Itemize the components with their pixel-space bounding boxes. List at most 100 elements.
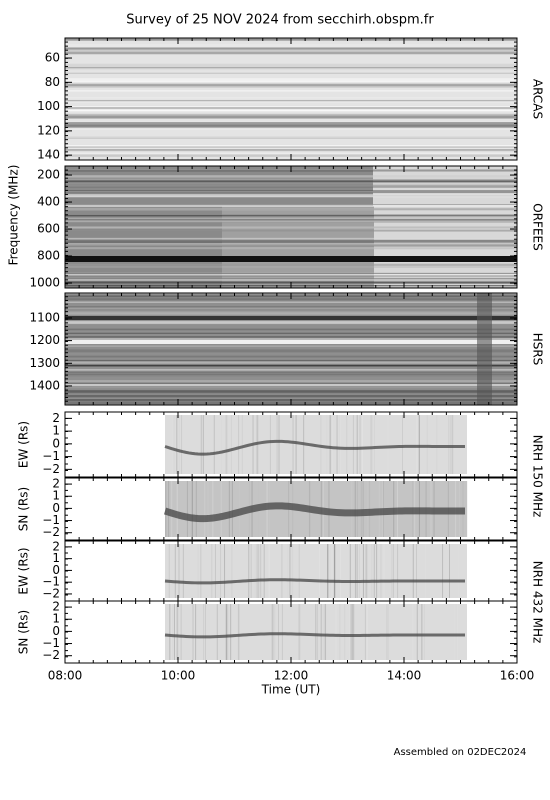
heliograph-streak <box>389 604 391 660</box>
heliograph-streak <box>356 415 358 474</box>
heliograph-streak <box>271 604 273 660</box>
heliograph-streak <box>168 544 170 598</box>
y-tick-label: 0 <box>52 436 60 450</box>
heliograph-streak <box>412 544 414 598</box>
y-tick-label: 0 <box>52 624 60 638</box>
heliograph-streak <box>299 604 301 660</box>
heliograph-streak <box>224 544 226 598</box>
heliograph-streak <box>197 544 199 598</box>
y-tick-label: −1 <box>42 636 60 650</box>
heliograph-streak <box>214 544 216 598</box>
spectrogram-stripe <box>65 359 517 361</box>
heliograph-streak <box>417 604 419 660</box>
heliograph-streak <box>172 604 174 660</box>
heliograph-streak <box>424 544 426 598</box>
heliograph-streak <box>416 415 418 474</box>
spectrogram-stripe <box>65 204 517 207</box>
spectrogram-stripe <box>65 148 517 152</box>
heliograph-streak <box>203 604 205 660</box>
panel-label: HSRS <box>531 333 545 366</box>
heliograph-streak <box>277 604 279 660</box>
heliograph-streak <box>364 604 366 660</box>
spectrogram-stripe <box>65 137 517 139</box>
footer: Assembled on 02DEC2024 <box>394 747 527 758</box>
y-tick-label: 800 <box>37 249 60 263</box>
x-tick-label: 12:00 <box>274 669 309 683</box>
x-axis-label: Time (UT) <box>261 683 321 697</box>
heliograph-streak <box>373 544 375 598</box>
y-tick-label: 400 <box>37 195 60 209</box>
heliograph-streak <box>352 415 354 474</box>
spectrogram-stripe <box>65 380 517 383</box>
heliograph-streak <box>292 544 294 598</box>
y-axis-label: SN (Rs) <box>17 610 31 654</box>
spectrogram-stripe <box>65 311 517 314</box>
heliograph-streak <box>390 544 392 598</box>
heliograph-streak <box>364 604 366 660</box>
panel-label: ORFEES <box>531 203 545 250</box>
heliograph-streak <box>455 604 457 660</box>
spectrogram-stripe <box>65 65 517 67</box>
spectrogram-stripe <box>65 237 517 239</box>
heliograph-streak <box>351 481 353 537</box>
heliograph-streak <box>289 544 291 598</box>
heliograph-streak <box>171 415 173 474</box>
y-tick-label: −2 <box>42 648 60 662</box>
heliograph-streak <box>392 544 394 598</box>
heliograph-streak <box>230 604 232 660</box>
heliograph-streak <box>258 544 260 598</box>
heliograph-streak <box>329 415 331 474</box>
heliograph-streak <box>281 604 283 660</box>
heliograph-streak <box>321 604 323 660</box>
heliograph-streak <box>213 415 215 474</box>
heliograph-streak <box>359 544 361 598</box>
spectrogram-stripe <box>65 297 517 301</box>
spectrogram-stripe <box>65 51 517 55</box>
heliograph-streak <box>354 544 356 598</box>
heliograph-streak <box>180 604 182 660</box>
y-axis-label: EW (Rs) <box>17 421 31 468</box>
y-tick-label: 1 <box>52 489 60 503</box>
panel: 1100 1200 1300 1400 HSRS <box>29 292 545 406</box>
spectrogram-stripe <box>65 90 517 92</box>
heliograph-streak <box>387 604 389 660</box>
heliograph-streak <box>416 604 418 660</box>
spectrogram-stripe <box>65 121 517 125</box>
spectrogram-stripe <box>65 175 517 178</box>
panel-label: NRH 150 MHz <box>531 435 545 518</box>
spectrogram-stripe <box>65 335 517 338</box>
spectrogram-stripe <box>65 47 517 51</box>
spectrogram-stripe <box>65 243 517 246</box>
spectrogram-stripe <box>65 86 517 88</box>
heliograph-streak <box>401 415 403 474</box>
heliograph-streak <box>202 415 204 474</box>
spectrogram-stripe <box>65 353 517 356</box>
x-tick-label: 08:00 <box>48 669 83 683</box>
heliograph-streak <box>331 544 333 598</box>
heliograph-streak <box>169 604 171 660</box>
spectrogram-stripe <box>65 106 517 110</box>
heliograph-streak <box>336 415 338 474</box>
source-trace <box>164 632 466 639</box>
heliograph-streak <box>278 415 280 474</box>
spectrogram-stripe <box>65 150 517 153</box>
y-tick-label: 0 <box>52 563 60 577</box>
spectrogram-stripe <box>65 301 517 303</box>
heliograph-streak <box>448 415 450 474</box>
heliograph-streak <box>334 604 336 660</box>
spectrogram-stripe <box>65 345 517 348</box>
heliograph-streak <box>320 604 322 660</box>
heliograph-streak <box>418 415 420 474</box>
heliograph-streak <box>339 544 341 598</box>
heliograph-streak <box>260 544 262 598</box>
y-tick-label: −1 <box>42 513 60 527</box>
heliograph-streak <box>211 544 213 598</box>
spectrogram-stripe <box>65 278 517 279</box>
heliograph-streak <box>175 604 177 660</box>
heliograph-streak <box>339 415 341 474</box>
spectrogram-background <box>65 38 517 160</box>
spectrogram-stripe <box>65 214 517 216</box>
